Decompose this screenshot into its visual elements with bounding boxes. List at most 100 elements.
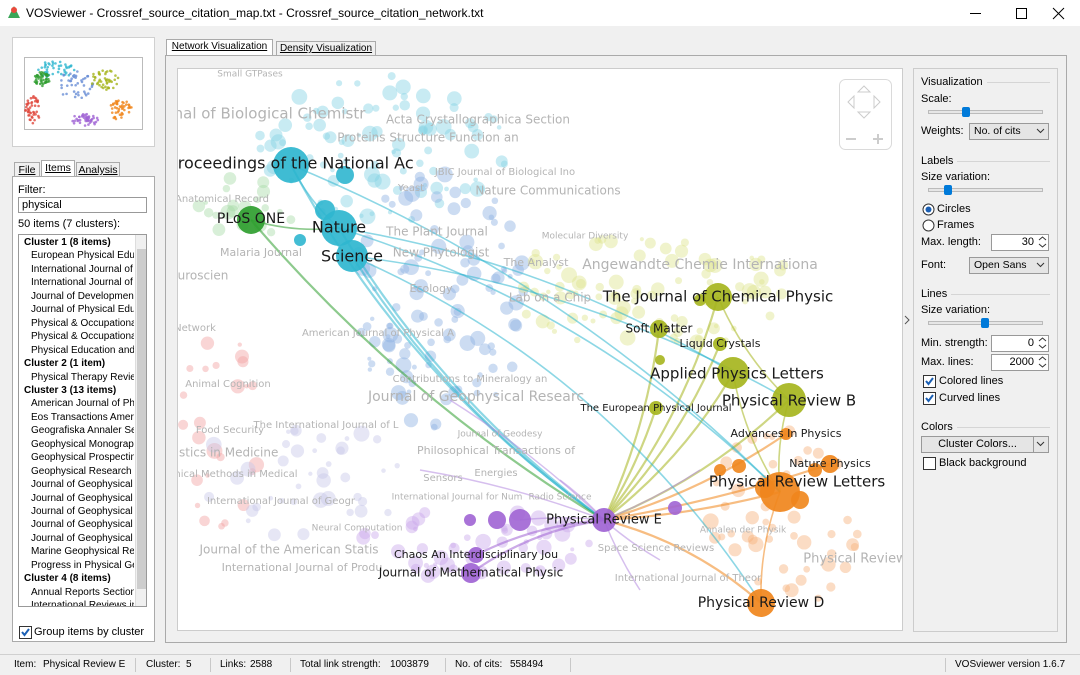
cluster-colors-button[interactable]: Cluster Colors... [921,436,1034,453]
list-item[interactable]: International Reviews in [31,600,134,607]
view-tab[interactable]: Network Visualization [166,39,273,56]
node-label[interactable]: Science [321,247,383,266]
network-node[interactable] [237,206,265,234]
list-item[interactable]: Journal of Development [31,290,134,302]
scrollbar-thumb[interactable] [137,249,146,589]
list-item[interactable]: Journal of Geophysical R [31,532,134,544]
view-tab[interactable]: Density Visualization [276,41,376,56]
panel-toggle-arrow[interactable] [904,315,910,325]
list-item[interactable]: Geophysical Monograph [31,438,134,450]
slider-thumb[interactable] [962,107,970,117]
list-item[interactable]: Journal of Geophysical R [31,506,134,517]
network-node[interactable] [717,357,749,389]
pan-arrow[interactable] [856,111,872,119]
list-item[interactable]: Journal of Geophysical R [31,479,134,491]
filter-input[interactable]: physical [18,197,147,213]
list-item[interactable]: Progress in Physical Geo [31,559,134,571]
network-node[interactable] [336,240,368,272]
cluster-header[interactable]: Cluster 3 (13 items) [24,384,117,396]
node-label[interactable]: Physical Review D [698,595,825,611]
network-node[interactable] [714,464,726,476]
list-item[interactable]: Marine Geophysical Res [31,546,134,558]
network-node[interactable] [336,166,354,184]
slider-track[interactable] [928,188,1043,192]
network-node[interactable] [808,463,822,477]
network-node[interactable] [650,320,668,338]
spin-box[interactable]: 30 [991,234,1049,251]
network-node[interactable] [273,147,309,183]
slider-thumb[interactable] [981,318,989,328]
pan-arrow[interactable] [873,94,881,110]
list-item[interactable]: Physical Therapy Review [31,371,134,383]
list-item[interactable]: Geophysical Research Le [31,465,134,477]
zoom-in[interactable] [873,134,883,144]
node-label[interactable]: Physical Review B [722,392,856,410]
node-label[interactable]: Applied Physics Letters [650,365,824,383]
close-button[interactable] [1052,7,1065,20]
network-node[interactable] [655,355,665,365]
spin-box[interactable]: 0 [991,335,1049,352]
list-item[interactable]: American Journal of Phy [31,398,134,410]
network-node[interactable] [668,501,682,515]
list-item[interactable]: International Journal of [31,277,133,289]
radio-circle[interactable] [922,219,935,232]
spin-down[interactable] [1038,243,1047,248]
list-item[interactable]: Physical & Occupational [31,331,134,343]
node-label[interactable]: Nature [312,218,366,237]
slider-thumb[interactable] [944,185,952,195]
node-label[interactable]: Chaos An Interdisciplinary Jou [394,548,558,561]
list-item[interactable]: Annual Reports Section [31,586,134,598]
sidebar-tab[interactable]: File [14,162,40,177]
list-item[interactable]: Geografiska Annaler Ser [31,425,134,437]
node-label[interactable]: Physical Review Letters [709,473,886,491]
network-node[interactable] [649,401,663,415]
node-label[interactable]: The Journal of Chemical Physic [602,288,834,306]
sidebar-tab[interactable]: Analysis [76,162,120,177]
list-item[interactable]: Geophysical Prospecting [31,452,134,464]
node-label[interactable]: Nature Physics [789,457,871,470]
list-item[interactable]: Journal of Geophysical R [31,492,134,504]
dropdown[interactable]: No. of cits [969,123,1049,140]
node-label[interactable]: Advances In Physics [731,427,842,440]
network-node[interactable] [704,283,732,311]
spin-up[interactable] [1038,356,1047,361]
cluster-header[interactable]: Cluster 1 (8 items) [24,237,111,248]
network-node[interactable] [509,509,531,531]
spin-up[interactable] [1038,236,1047,241]
node-label[interactable]: The European Physical Journal [579,403,731,414]
network-node[interactable] [760,472,800,512]
list-item[interactable]: Journal of Physical Educ [31,304,134,316]
pan-arrow[interactable] [847,94,855,110]
list-item[interactable]: International Journal of [31,263,133,275]
network-node[interactable] [468,547,484,563]
network-node[interactable] [464,514,476,526]
network-node[interactable] [821,455,839,473]
network-node[interactable] [321,210,357,246]
node-label[interactable]: Soft Matter [626,322,693,336]
maximize-button[interactable] [1016,8,1027,19]
list-item[interactable]: Physical Education and S [31,344,134,356]
network-node[interactable] [461,563,481,583]
list-item[interactable]: Physical & Occupational [31,317,134,329]
list-item[interactable]: European Physical Educa [31,250,134,262]
slider-track[interactable] [928,110,1043,114]
cluster-header[interactable]: Cluster 4 (8 items) [24,573,111,585]
spin-up[interactable] [1038,337,1047,342]
node-label[interactable]: Journal of Mathematical Physic [378,566,563,580]
cluster-header[interactable]: Cluster 2 (1 item) [24,358,106,370]
list-item[interactable]: Journal of Geophysical R [31,519,134,531]
node-label[interactable]: PLoS ONE [217,211,285,227]
dropdown[interactable]: Open Sans [969,257,1049,274]
spin-box[interactable]: 2000 [991,354,1049,371]
node-label[interactable]: Proceedings of the National Ac [178,154,414,173]
network-node[interactable] [694,294,706,306]
network-node[interactable] [488,511,506,529]
network-node[interactable] [780,428,792,440]
pan-arrow[interactable] [856,85,872,93]
network-node[interactable] [713,337,727,351]
spin-down[interactable] [1038,344,1047,349]
node-label[interactable]: Liquid Crystals [680,337,761,350]
spin-down[interactable] [1038,363,1047,368]
sidebar-tab[interactable]: Items [41,160,75,177]
network-node[interactable] [732,459,746,473]
